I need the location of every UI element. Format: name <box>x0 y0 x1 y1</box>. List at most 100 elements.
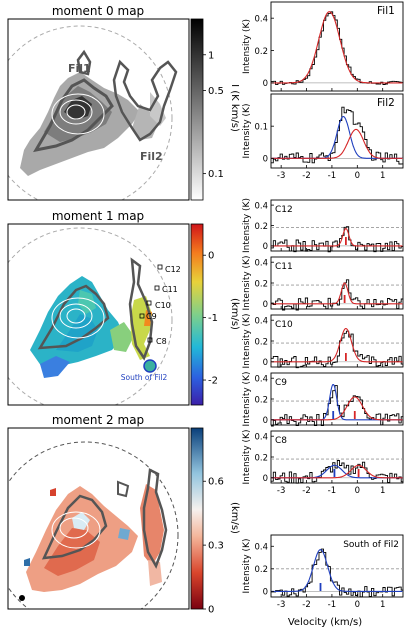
colorbar-tick-label: -2 <box>208 376 218 387</box>
moment1-map-panel: moment 1 map C12 C11 C10 C <box>7 209 240 406</box>
y-tick-label: 0 <box>263 358 268 368</box>
spectrum-panel: 0.1 0 -3 -2 -1 0 1 Fil2 Intensity (K) <box>242 93 404 181</box>
y-axis-label: Intensity (K) <box>242 19 252 74</box>
x-tick-label: -3 <box>277 171 285 181</box>
y-tick-label: 0.2 <box>254 453 268 463</box>
y-tick-label: 0 <box>263 300 268 310</box>
spectrum-fit <box>271 464 403 479</box>
spectrum-label: C10 <box>275 320 293 330</box>
y-tick-label: 0.1 <box>254 122 268 132</box>
moment0-label-fil1: Fil1 <box>68 62 91 75</box>
x-tick-label: -1 <box>328 171 336 181</box>
y-tick-label: 0.2 <box>254 47 268 57</box>
moment1-label-c11: C11 <box>162 285 178 294</box>
colorbar-tick-label: 0 <box>208 251 214 262</box>
spectrum-fit <box>271 282 403 305</box>
moment1-label-south-fil2: South of Fil2 <box>121 373 168 382</box>
y-axis-label: Intensity (K) <box>242 430 252 485</box>
y-tick-label: 0.2 <box>254 279 268 289</box>
x-tick-label: -2 <box>302 171 310 181</box>
moment0-label-fil2: Fil2 <box>140 150 163 163</box>
x-tick-label: -2 <box>302 600 310 610</box>
spectrum-panel: 0.4 0.2 0 -3 -2 -1 0 1 South of Fil2 Intensity (K… <box>242 534 404 610</box>
x-tick-label: -3 <box>277 600 285 610</box>
spectrum-observed <box>271 460 404 484</box>
spectra-xlabel: Velocity (km/s) <box>288 617 362 628</box>
colorbar-tick-label: 0 <box>208 605 214 616</box>
x-tick-label: -3 <box>277 486 285 496</box>
spectrum-panel: 0.4 0.2 0 C11 Intensity (K) <box>242 256 404 311</box>
spectrum-panel: 0.4 0.2 0 C9 Intensity (K) <box>242 372 404 427</box>
spectrum-label: C8 <box>275 436 287 446</box>
spectrum-fit <box>271 396 403 421</box>
spectrum-fit <box>271 128 403 159</box>
y-tick-label: 0.2 <box>254 395 268 405</box>
y-axis-label: Intensity (K) <box>242 539 252 594</box>
x-tick-label: -1 <box>328 600 336 610</box>
y-tick-label: 0 <box>263 588 268 598</box>
spectrum-observed <box>271 11 404 86</box>
spectrum-observed <box>271 279 404 311</box>
x-tick-label: 1 <box>380 171 385 181</box>
x-tick-label: 0 <box>355 171 360 181</box>
spectrum-fit <box>271 549 403 592</box>
spectrum-label: Fil2 <box>377 97 395 109</box>
x-tick-label: 0 <box>355 600 360 610</box>
moment1-label-c8: C8 <box>156 337 167 346</box>
moment1-label-c10: C10 <box>155 301 171 310</box>
y-axis-label: Intensity (K) <box>242 256 252 311</box>
y-tick-label: 0.4 <box>254 317 268 327</box>
colorbar-tick-label: 0.3 <box>208 541 224 552</box>
moment1-colorbar: (km/s) 0 -1 -2 <box>190 223 240 406</box>
y-tick-label: 0.4 <box>254 543 268 553</box>
colorbar-tick-label: -1 <box>208 313 218 324</box>
spectrum-panel: 0.4 0.2 0 C12 Intensity (K) <box>242 198 404 253</box>
spectrum-panel: 0.4 0.2 0 C10 Intensity (K) <box>242 314 404 369</box>
y-tick-label: 0.4 <box>254 259 268 269</box>
moment0-cbar-label: I (K km/s) <box>229 84 240 132</box>
spectrum-label: C12 <box>275 205 293 215</box>
y-tick-label: 0 <box>263 416 268 426</box>
spectrum-panel: 0.4 0.2 0 Fil1 Intensity (K) <box>242 1 404 92</box>
y-tick-label: 0.2 <box>254 337 268 347</box>
spectrum-fit <box>271 11 403 84</box>
moment1-label-c9: C9 <box>146 312 157 321</box>
colorbar-tick-label: 1 <box>208 50 214 61</box>
spectrum-label: Fil1 <box>377 5 395 17</box>
y-tick-label: 0.4 <box>254 433 268 443</box>
spectrum-label: South of Fil2 <box>343 540 399 550</box>
y-tick-label: 0.2 <box>254 222 268 232</box>
spectrum-observed <box>271 226 404 253</box>
colorbar-tick-label: 0.5 <box>208 86 224 97</box>
y-tick-label: 0 <box>263 155 268 165</box>
x-tick-label: 1 <box>380 600 385 610</box>
y-tick-label: 0.4 <box>254 375 268 385</box>
spectrum-panel: 0.4 0.2 0 -3 -2 -1 0 1 C8 Intensity (K) <box>242 430 404 496</box>
colorbar-tick-label: 0.6 <box>208 477 224 488</box>
spectrum-observed <box>271 385 404 427</box>
moment2-title: moment 2 map <box>52 413 144 427</box>
moment1-cbar-label: (km/s) <box>229 298 240 330</box>
y-tick-label: 0 <box>263 242 268 252</box>
spectrum-fit <box>271 228 403 247</box>
x-tick-label: -1 <box>328 486 336 496</box>
colorbar-tick-label: 0.1 <box>208 169 224 180</box>
spectrum-label: C9 <box>275 378 287 388</box>
y-tick-label: 0.4 <box>254 14 268 24</box>
spectrum-observed <box>271 330 404 369</box>
x-tick-label: -2 <box>302 486 310 496</box>
moment2-map-panel: moment 2 map (km/s) 0.6 0.3 0 <box>7 413 240 616</box>
y-tick-label: 0.4 <box>254 201 268 211</box>
moment1-title: moment 1 map <box>52 209 144 223</box>
y-axis-label: Intensity (K) <box>242 314 252 369</box>
y-axis-label: Intensity (K) <box>242 104 252 159</box>
moment0-title: moment 0 map <box>52 4 144 18</box>
spectrum-fit <box>271 328 403 363</box>
moment2-cbar-label: (km/s) <box>229 502 240 534</box>
moment0-map-panel: moment 0 map Fil1 Fil2 I (K km/s) 1 0.5 0.… <box>7 4 240 201</box>
y-tick-label: 0.2 <box>254 565 268 575</box>
spectrum-label: C11 <box>275 262 293 272</box>
x-tick-label: 1 <box>380 486 385 496</box>
